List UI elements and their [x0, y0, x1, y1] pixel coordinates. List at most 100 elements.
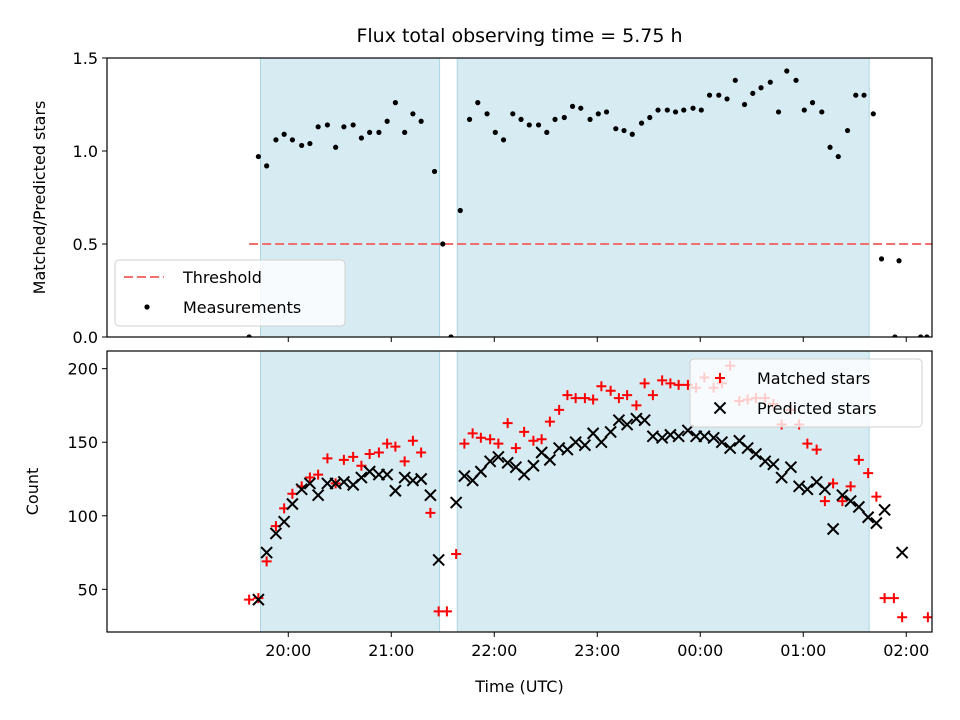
predicted-star-point — [758, 455, 772, 468]
predicted-star-point — [337, 475, 351, 489]
measurement-point — [741, 101, 748, 108]
bottom-y-tick-label: 50 — [78, 580, 98, 599]
predicted-star-point — [715, 436, 729, 449]
bottom-y-tick-label: 150 — [67, 433, 98, 452]
bottom-panel-frame — [106, 350, 933, 633]
measurement-point — [844, 127, 851, 134]
measurement-point — [924, 334, 930, 337]
predicted-star-point — [414, 472, 428, 486]
measurement-point — [724, 96, 730, 102]
measurement-point — [333, 144, 339, 150]
measurement-point — [273, 137, 279, 143]
matched-star-point — [845, 481, 856, 492]
measurement-point — [647, 114, 653, 121]
measurement-point — [535, 122, 542, 128]
measurement-point — [315, 124, 321, 130]
measurement-point — [492, 129, 498, 135]
matched-star-point — [802, 438, 813, 449]
measurement-point — [935, 128, 940, 133]
measurement-point — [896, 258, 902, 264]
top-legend-box — [114, 259, 346, 327]
matched-star-point — [493, 438, 504, 449]
matched-star-point — [390, 441, 401, 452]
observing-window — [456, 58, 870, 337]
predicted-star-point — [767, 458, 780, 471]
measurement-point — [918, 334, 924, 337]
measurement-point — [510, 111, 516, 117]
measurement-point — [638, 120, 645, 126]
measurement-point — [716, 92, 722, 98]
measurement-point — [552, 116, 558, 122]
top-y-tick-label: 0.0 — [73, 328, 98, 347]
measurement-point — [750, 90, 756, 96]
matched-star-point — [897, 612, 908, 623]
measurement-point — [448, 334, 454, 337]
matched-star-point — [562, 390, 573, 401]
measurement-point — [475, 100, 481, 106]
predicted-star-point — [775, 471, 788, 484]
measurement-point — [952, 208, 957, 213]
predicted-star-point — [578, 438, 592, 452]
matched-star-point — [373, 447, 384, 458]
measurement-point — [246, 334, 252, 337]
bottom-y-tick-label: 200 — [67, 360, 98, 379]
measurement-point — [861, 92, 867, 98]
measurement-point — [264, 163, 270, 169]
matched-star-point — [605, 385, 616, 396]
predicted-star-point — [252, 593, 265, 606]
predicted-star-point — [612, 413, 626, 427]
predicted-star-point — [604, 425, 617, 439]
matched-star-point — [485, 434, 496, 445]
predicted-star-point — [595, 436, 608, 449]
matched-star-point — [510, 443, 521, 454]
measurement-point — [392, 100, 398, 106]
predicted-star-point — [655, 431, 669, 445]
predicted-star-point — [620, 418, 634, 431]
measurement-point — [526, 122, 532, 128]
chart-title: Flux total observing time = 5.75 h — [356, 25, 682, 47]
measurement-point — [307, 140, 313, 147]
predicted-star-point — [878, 503, 891, 517]
matched-star-point — [475, 432, 486, 443]
measurement-point — [706, 92, 713, 98]
matched-star-point — [338, 454, 349, 465]
measurement-point — [664, 107, 670, 113]
x-tick-label: 22:00 — [471, 641, 517, 660]
measurement-point — [410, 111, 416, 117]
measurement-point — [289, 137, 295, 143]
measurement-point — [350, 122, 356, 128]
measurement-point — [809, 100, 816, 106]
matched-star-point — [879, 593, 890, 604]
predicted-star-point — [826, 522, 840, 536]
predicted-star-point — [940, 507, 951, 518]
legend-predicted-label: Predicted stars — [757, 399, 877, 418]
predicted-star-point — [449, 496, 463, 509]
predicted-star-point — [527, 459, 540, 472]
matched-star-point — [588, 394, 599, 405]
measurement-point — [402, 129, 408, 135]
measurement-point — [466, 116, 473, 122]
measurement-point — [784, 68, 790, 74]
measurement-point — [358, 135, 365, 141]
measurement-point — [457, 207, 463, 214]
x-tick-label: 23:00 — [574, 641, 620, 660]
matched-star-point — [441, 606, 452, 617]
matched-star-point — [570, 393, 581, 404]
measurement-point — [440, 241, 446, 247]
matched-star-point — [425, 507, 436, 518]
matched-star-point — [544, 416, 555, 427]
matched-star-point — [416, 447, 427, 458]
predicted-star-point — [818, 483, 832, 496]
predicted-star-point — [286, 497, 299, 511]
top-panel: 0.0 0.5 1.0 1.5 Matched/Predicted stars Thr… — [30, 49, 957, 347]
matched-star-point — [940, 492, 950, 502]
measurement-point — [595, 111, 601, 117]
measurement-point — [629, 131, 635, 137]
legend-matched-swatch — [715, 373, 725, 383]
predicted-star-point — [844, 494, 857, 508]
predicted-star-point — [458, 469, 471, 483]
predicted-star-point — [543, 453, 557, 467]
measurement-point — [878, 256, 885, 262]
measurement-point — [732, 77, 738, 83]
measurement-point — [587, 116, 593, 122]
